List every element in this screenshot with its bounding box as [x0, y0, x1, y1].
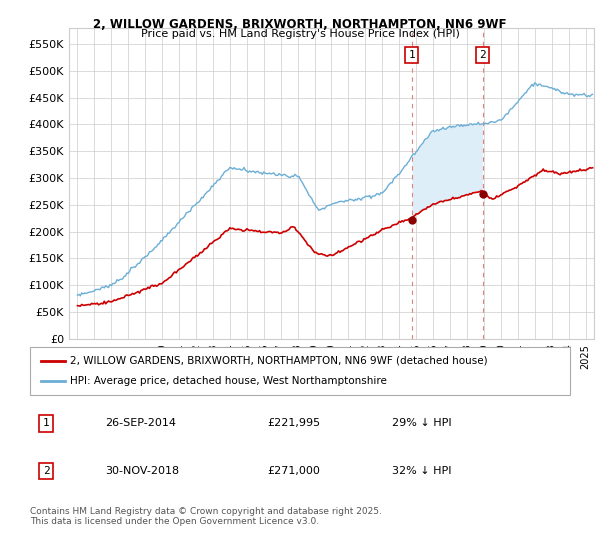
Text: 30-NOV-2018: 30-NOV-2018	[106, 466, 180, 476]
Text: 1: 1	[408, 50, 415, 60]
Text: 2, WILLOW GARDENS, BRIXWORTH, NORTHAMPTON, NN6 9WF: 2, WILLOW GARDENS, BRIXWORTH, NORTHAMPTO…	[93, 18, 507, 31]
Text: £271,000: £271,000	[268, 466, 320, 476]
Text: 32% ↓ HPI: 32% ↓ HPI	[392, 466, 451, 476]
Text: £221,995: £221,995	[268, 418, 321, 428]
Text: Contains HM Land Registry data © Crown copyright and database right 2025.
This d: Contains HM Land Registry data © Crown c…	[30, 507, 382, 526]
FancyBboxPatch shape	[30, 347, 570, 395]
Text: 1: 1	[43, 418, 50, 428]
Text: 2: 2	[479, 50, 486, 60]
Text: 26-SEP-2014: 26-SEP-2014	[106, 418, 176, 428]
Text: HPI: Average price, detached house, West Northamptonshire: HPI: Average price, detached house, West…	[71, 376, 388, 386]
Text: 2: 2	[43, 466, 50, 476]
Text: 2, WILLOW GARDENS, BRIXWORTH, NORTHAMPTON, NN6 9WF (detached house): 2, WILLOW GARDENS, BRIXWORTH, NORTHAMPTO…	[71, 356, 488, 366]
Text: Price paid vs. HM Land Registry's House Price Index (HPI): Price paid vs. HM Land Registry's House …	[140, 29, 460, 39]
Text: 29% ↓ HPI: 29% ↓ HPI	[392, 418, 451, 428]
